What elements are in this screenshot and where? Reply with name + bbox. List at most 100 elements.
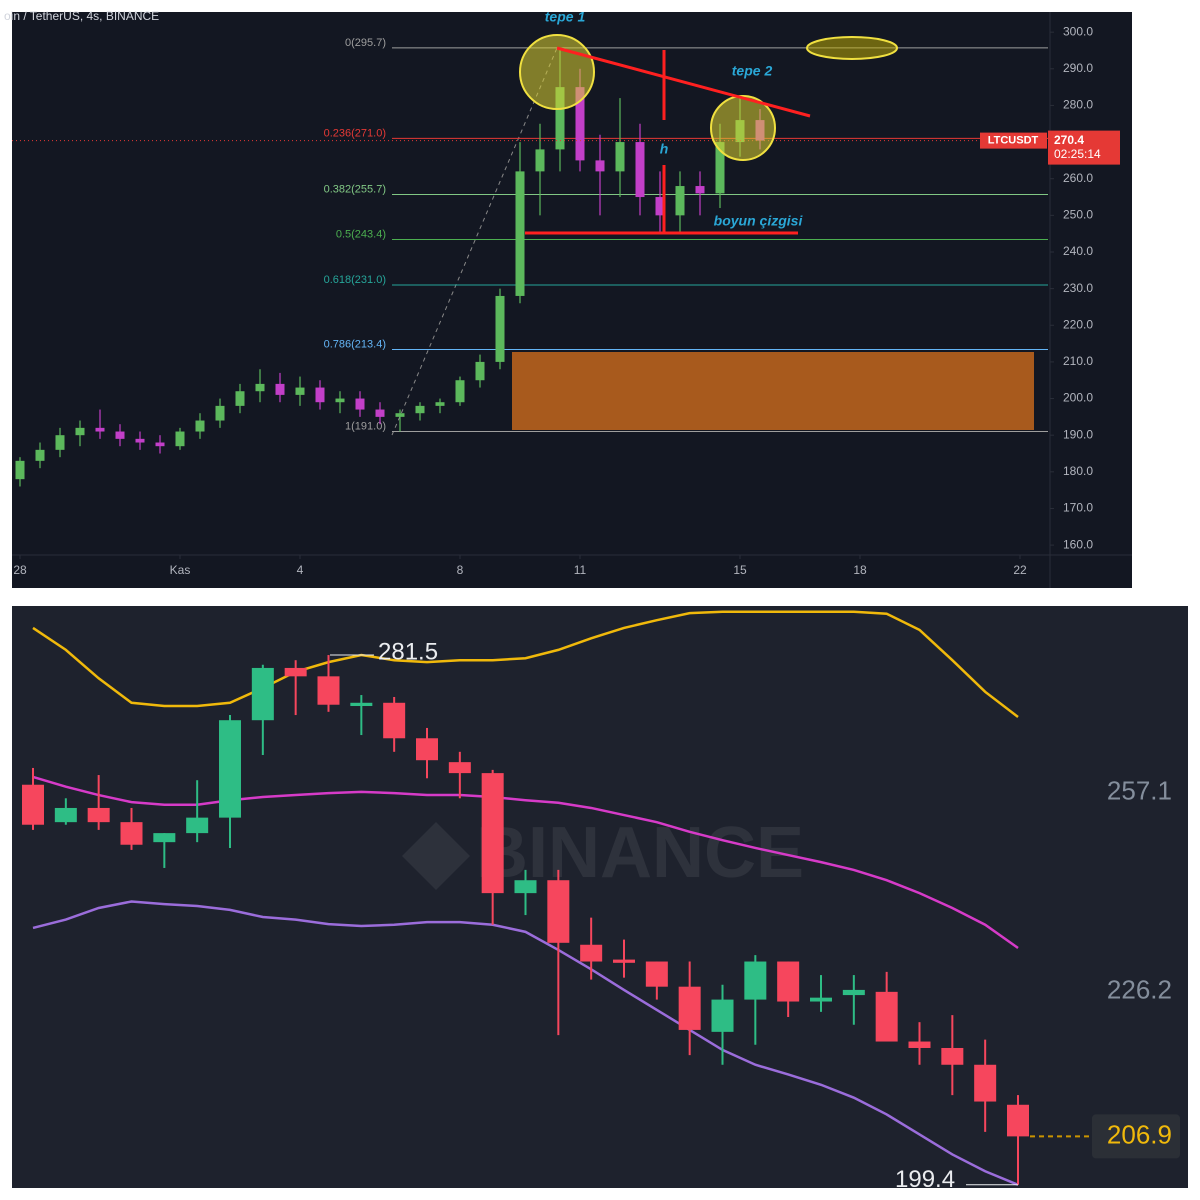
candle-body	[195, 420, 205, 432]
candle-body	[675, 186, 685, 216]
chart-1-axes: 160.0 170.0 180.0 190.0 200.0 210.0 220.0 230.0…	[13, 24, 1120, 577]
x-tick-label: 28	[13, 563, 27, 577]
candle-body	[15, 460, 25, 480]
candle-body	[908, 1041, 931, 1048]
band-line	[32, 900, 1019, 1186]
fib-label: 0.5(243.4)	[336, 228, 386, 240]
y-tick-label: 170.0	[1063, 501, 1093, 515]
chart-2-axes: 257.1 226.2 206.9 281.5 199.4	[330, 638, 1180, 1193]
candle-body	[315, 387, 325, 403]
x-tick-label: 11	[574, 563, 587, 577]
countdown-label: 02:25:14	[1054, 147, 1101, 161]
watermark: BINANCE	[476, 813, 804, 893]
symbol-box	[980, 132, 1047, 149]
zone-box	[512, 352, 1034, 430]
candle-body	[395, 413, 405, 417]
fib-label: 1(191.0)	[345, 420, 386, 432]
candle-body	[941, 1047, 964, 1065]
logo-shape	[402, 822, 470, 890]
band-line	[32, 610, 1019, 718]
chart-2-plot	[22, 610, 1029, 1186]
candle-body	[284, 667, 307, 677]
trend-line	[556, 46, 811, 118]
watermark-logo	[402, 822, 470, 890]
candle-body	[744, 961, 767, 1000]
candle-body	[715, 142, 725, 194]
chart-panel	[12, 606, 1188, 1188]
x-tick-label: 22	[1013, 563, 1027, 577]
y-tick-label: 290.0	[1063, 61, 1093, 75]
candle-body	[355, 398, 365, 410]
candle-body	[842, 989, 865, 996]
candle-body	[375, 409, 385, 417]
candle-body	[175, 431, 185, 447]
candle-body	[55, 435, 65, 450]
candle-body	[475, 361, 485, 381]
candle-body	[455, 380, 465, 403]
y-tick-label: 257.1	[1107, 775, 1172, 805]
y-tick-label: 220.0	[1063, 317, 1093, 331]
candle-body	[153, 833, 176, 843]
candle-body	[120, 822, 143, 845]
price-label: 270.4	[1054, 133, 1084, 147]
highlight-circle	[710, 95, 776, 161]
candle-body	[575, 87, 585, 161]
candle-body	[235, 391, 245, 406]
price-label: 206.9	[1107, 1119, 1172, 1149]
symbol-label: LTCUSDT	[988, 135, 1039, 147]
y-tick-label: 180.0	[1063, 464, 1093, 478]
fib-label: 0.382(255.7)	[324, 183, 386, 195]
y-tick-label: 190.0	[1063, 427, 1093, 441]
candle-body	[383, 702, 406, 739]
candle-body	[335, 398, 345, 403]
chart-title: oin / TetherUS, 4s, BINANCE	[4, 9, 159, 23]
candle-body	[974, 1064, 997, 1102]
y-tick-label: 260.0	[1063, 171, 1093, 185]
candle-body	[777, 961, 800, 1002]
highlight-circle	[519, 34, 595, 110]
y-tick-label: 210.0	[1063, 354, 1093, 368]
candle-body	[547, 880, 570, 943]
candle-body	[135, 438, 145, 443]
candle-body	[810, 997, 832, 1002]
candle-body	[645, 961, 668, 987]
fib-label: 0.618(231.0)	[324, 274, 386, 286]
chart-panel	[12, 12, 1132, 588]
annotation: tepe 2	[732, 63, 773, 79]
candle-body	[535, 149, 545, 172]
candle-body	[695, 186, 705, 194]
candle-body	[115, 431, 125, 439]
candle-body	[416, 738, 438, 761]
candle-body	[448, 762, 471, 774]
price-box	[1092, 1114, 1180, 1159]
candle-body	[54, 807, 77, 823]
y-tick-label: 300.0	[1063, 24, 1093, 38]
candle-body	[75, 427, 85, 436]
candle-body	[635, 142, 645, 198]
y-tick-label: 250.0	[1063, 208, 1093, 222]
annotation: boyun çizgisi	[714, 213, 804, 229]
candle-body	[655, 197, 665, 216]
candle-body	[415, 405, 425, 414]
candle-body	[275, 383, 285, 395]
annotation: tepe 1	[545, 9, 586, 25]
candle-body	[515, 171, 525, 296]
fib-connector	[391, 47, 558, 436]
candle-body	[255, 383, 265, 392]
candle-body	[251, 667, 274, 721]
y-tick-label: 226.2	[1107, 975, 1172, 1005]
candle-body	[87, 807, 110, 823]
candle-body	[595, 160, 605, 172]
price-box	[1048, 130, 1120, 165]
fib-label: 0(295.7)	[345, 37, 386, 49]
candle-body	[711, 999, 734, 1032]
candle-body	[35, 449, 45, 461]
candle-body	[435, 402, 445, 406]
y-tick-label: 240.0	[1063, 244, 1093, 258]
low-label: 199.4	[895, 1166, 955, 1193]
x-tick-label: 4	[297, 563, 304, 577]
candle-body	[555, 87, 565, 150]
candle-body	[1007, 1104, 1029, 1137]
candle-body	[215, 405, 225, 421]
